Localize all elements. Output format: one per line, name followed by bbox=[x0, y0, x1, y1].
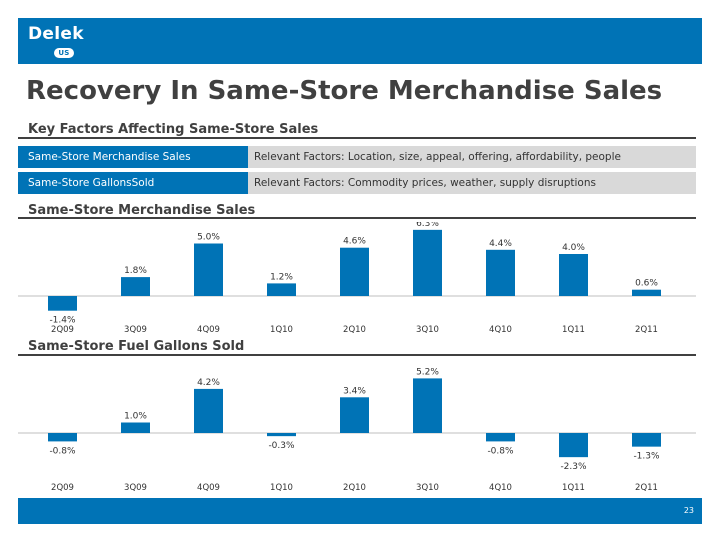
category-label: 3Q10 bbox=[416, 325, 439, 335]
category-label: 4Q10 bbox=[489, 325, 512, 335]
data-label: 4.6% bbox=[343, 237, 366, 247]
data-label: 4.0% bbox=[562, 243, 585, 253]
bar bbox=[486, 433, 515, 442]
category-label: 2Q09 bbox=[51, 325, 74, 335]
category-label: 2Q09 bbox=[51, 483, 74, 493]
bar bbox=[48, 296, 77, 311]
factor-row-merchandise: Same-Store Merchandise Sales Relevant Fa… bbox=[18, 146, 696, 168]
category-label: 4Q10 bbox=[489, 483, 512, 493]
data-label: -0.8% bbox=[49, 446, 76, 456]
divider bbox=[18, 354, 696, 356]
data-label: 1.2% bbox=[270, 272, 293, 282]
bar bbox=[559, 433, 588, 458]
category-label: 2Q10 bbox=[343, 483, 366, 493]
data-label: 1.8% bbox=[124, 266, 147, 276]
data-label: -0.8% bbox=[487, 446, 514, 456]
factor-row-gallons: Same-Store GallonsSold Relevant Factors:… bbox=[18, 172, 696, 194]
bar bbox=[559, 254, 588, 296]
bar bbox=[340, 397, 369, 433]
header-bar: Delek US bbox=[18, 18, 702, 64]
category-label: 3Q09 bbox=[124, 483, 147, 493]
fuel-chart-heading: Same-Store Fuel Gallons Sold bbox=[28, 339, 245, 354]
bar bbox=[48, 433, 77, 442]
bar bbox=[486, 249, 515, 296]
data-label: 4.2% bbox=[197, 378, 220, 388]
category-label: 1Q11 bbox=[562, 325, 585, 335]
data-label: -2.3% bbox=[560, 462, 587, 472]
data-label: -1.4% bbox=[49, 316, 76, 326]
category-label: 1Q11 bbox=[562, 483, 585, 493]
data-label: 5.2% bbox=[416, 367, 439, 377]
logo-text: Delek bbox=[28, 24, 84, 44]
category-label: 2Q11 bbox=[635, 325, 658, 335]
bar bbox=[632, 433, 661, 447]
category-label: 1Q10 bbox=[270, 325, 293, 335]
divider bbox=[18, 217, 696, 219]
bar bbox=[413, 229, 442, 296]
bar bbox=[632, 289, 661, 296]
category-label: 2Q10 bbox=[343, 325, 366, 335]
fuel-gallons-chart: -0.8% 2Q09 1.0% 3Q09 4.2% 4Q09 -0.3% 1Q10 3.4% 2Q… bbox=[18, 367, 696, 493]
bar bbox=[340, 247, 369, 296]
data-label: 5.0% bbox=[197, 233, 220, 243]
bar bbox=[194, 243, 223, 296]
factor-description: Relevant Factors: Location, size, appeal… bbox=[248, 146, 696, 168]
bar bbox=[121, 277, 150, 296]
factor-label: Same-Store Merchandise Sales bbox=[18, 146, 248, 168]
data-label: -0.3% bbox=[268, 441, 295, 451]
data-label: 3.4% bbox=[343, 386, 366, 396]
merchandise-sales-chart: -1.4%2Q09 1.8% 3Q09 5.0% 4Q09 1.2% 1Q10 4.6% 2Q1… bbox=[18, 222, 696, 335]
data-label: 0.6% bbox=[635, 279, 658, 289]
data-label: 1.0% bbox=[124, 412, 147, 422]
page-title: Recovery In Same-Store Merchandise Sales bbox=[26, 76, 663, 106]
data-label: -1.3% bbox=[633, 452, 660, 462]
divider bbox=[18, 137, 696, 139]
category-label: 1Q10 bbox=[270, 483, 293, 493]
factor-label: Same-Store GallonsSold bbox=[18, 172, 248, 194]
factor-description: Relevant Factors: Commodity prices, weat… bbox=[248, 172, 696, 194]
category-label: 3Q09 bbox=[124, 325, 147, 335]
bar bbox=[121, 422, 150, 433]
data-label: 4.4% bbox=[489, 239, 512, 249]
category-label: 2Q11 bbox=[635, 483, 658, 493]
bar bbox=[267, 283, 296, 296]
logo-sub-badge: US bbox=[54, 48, 74, 58]
bar bbox=[413, 378, 442, 433]
category-label: 4Q09 bbox=[197, 483, 220, 493]
key-factors-heading: Key Factors Affecting Same-Store Sales bbox=[28, 122, 319, 137]
bar bbox=[194, 388, 223, 433]
footer-bar: 23 bbox=[18, 498, 702, 524]
category-label: 4Q09 bbox=[197, 325, 220, 335]
bar bbox=[267, 433, 296, 437]
page-number: 23 bbox=[683, 506, 694, 515]
merch-chart-heading: Same-Store Merchandise Sales bbox=[28, 203, 256, 218]
category-label: 3Q10 bbox=[416, 483, 439, 493]
data-label: 6.3% bbox=[416, 222, 439, 229]
delek-logo: Delek US bbox=[28, 24, 84, 58]
